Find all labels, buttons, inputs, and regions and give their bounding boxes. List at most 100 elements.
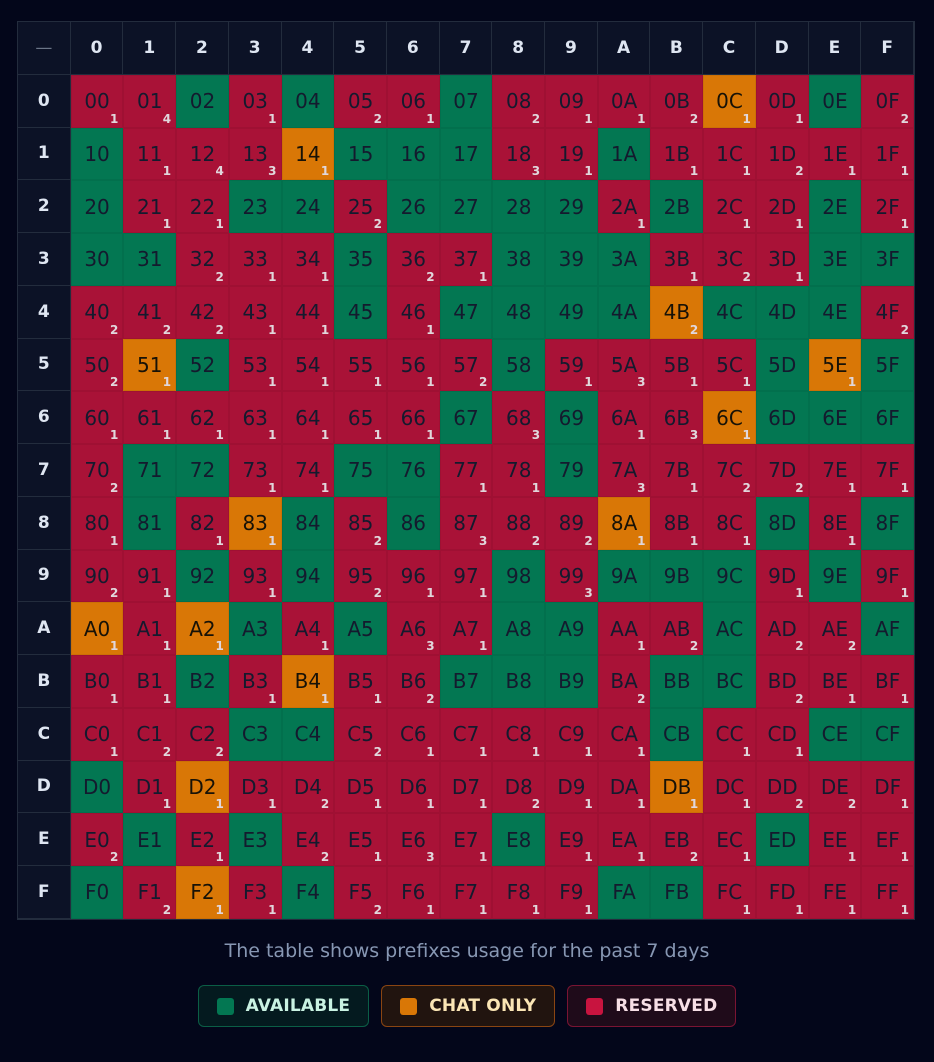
prefix-cell-e5[interactable]: E5 1 bbox=[334, 813, 387, 866]
prefix-cell-bf[interactable]: BF 1 bbox=[861, 655, 914, 708]
prefix-cell-80[interactable]: 80 1 bbox=[70, 496, 124, 550]
prefix-cell-2c[interactable]: 2C 1 bbox=[703, 180, 756, 233]
prefix-cell-37[interactable]: 37 1 bbox=[439, 233, 493, 286]
prefix-cell-27[interactable]: 27 bbox=[439, 180, 493, 233]
prefix-cell-de[interactable]: DE 2 bbox=[808, 760, 862, 814]
prefix-cell-d1[interactable]: D1 1 bbox=[123, 760, 177, 814]
prefix-cell-3e[interactable]: 3E bbox=[808, 233, 862, 286]
prefix-cell-a7[interactable]: A7 1 bbox=[439, 602, 493, 655]
prefix-cell-12[interactable]: 12 4 bbox=[176, 127, 229, 181]
prefix-cell-d3[interactable]: D3 1 bbox=[228, 760, 282, 814]
prefix-cell-08[interactable]: 08 2 bbox=[492, 74, 546, 128]
prefix-cell-d7[interactable]: D7 1 bbox=[439, 760, 493, 814]
prefix-cell-ef[interactable]: EF 1 bbox=[861, 813, 914, 866]
prefix-cell-5d[interactable]: 5D bbox=[755, 338, 809, 392]
prefix-cell-36[interactable]: 36 2 bbox=[386, 233, 440, 286]
prefix-cell-40[interactable]: 40 2 bbox=[70, 285, 124, 339]
prefix-cell-c1[interactable]: C1 2 bbox=[123, 707, 177, 761]
prefix-cell-43[interactable]: 43 1 bbox=[228, 285, 282, 339]
prefix-cell-dc[interactable]: DC 1 bbox=[703, 760, 756, 814]
prefix-cell-74[interactable]: 74 1 bbox=[281, 444, 335, 497]
prefix-cell-db[interactable]: DB 1 bbox=[650, 760, 704, 814]
prefix-cell-e1[interactable]: E1 bbox=[123, 813, 177, 866]
prefix-cell-cc[interactable]: CC 1 bbox=[703, 707, 756, 761]
prefix-cell-53[interactable]: 53 1 bbox=[228, 338, 282, 392]
prefix-cell-d8[interactable]: D8 2 bbox=[492, 760, 546, 814]
prefix-cell-f5[interactable]: F5 2 bbox=[334, 866, 387, 919]
prefix-cell-93[interactable]: 93 1 bbox=[228, 549, 282, 603]
prefix-cell-a8[interactable]: A8 bbox=[492, 602, 546, 655]
prefix-cell-ff[interactable]: FF 1 bbox=[861, 866, 914, 919]
prefix-cell-44[interactable]: 44 1 bbox=[281, 285, 335, 339]
prefix-cell-9a[interactable]: 9A bbox=[597, 549, 651, 603]
prefix-cell-29[interactable]: 29 bbox=[545, 180, 598, 233]
prefix-cell-85[interactable]: 85 2 bbox=[334, 496, 387, 550]
prefix-cell-6e[interactable]: 6E bbox=[808, 391, 862, 444]
prefix-cell-7d[interactable]: 7D 2 bbox=[755, 444, 809, 497]
prefix-cell-b7[interactable]: B7 bbox=[439, 655, 493, 708]
prefix-cell-01[interactable]: 01 4 bbox=[123, 74, 177, 128]
prefix-cell-d4[interactable]: D4 2 bbox=[281, 760, 335, 814]
prefix-cell-16[interactable]: 16 bbox=[386, 127, 440, 181]
prefix-cell-39[interactable]: 39 bbox=[545, 233, 598, 286]
prefix-cell-70[interactable]: 70 2 bbox=[70, 444, 124, 497]
prefix-cell-f0[interactable]: F0 bbox=[70, 866, 124, 919]
prefix-cell-7e[interactable]: 7E 1 bbox=[808, 444, 862, 497]
prefix-cell-ae[interactable]: AE 2 bbox=[808, 602, 862, 655]
prefix-cell-e9[interactable]: E9 1 bbox=[545, 813, 598, 866]
prefix-cell-a9[interactable]: A9 bbox=[545, 602, 598, 655]
prefix-cell-f9[interactable]: F9 1 bbox=[545, 866, 598, 919]
prefix-cell-02[interactable]: 02 bbox=[176, 74, 229, 128]
prefix-cell-7a[interactable]: 7A 3 bbox=[597, 444, 651, 497]
prefix-cell-0b[interactable]: 0B 2 bbox=[650, 74, 704, 128]
prefix-cell-6f[interactable]: 6F bbox=[861, 391, 914, 444]
prefix-cell-04[interactable]: 04 bbox=[281, 74, 335, 128]
prefix-cell-0f[interactable]: 0F 2 bbox=[861, 74, 914, 128]
prefix-cell-4b[interactable]: 4B 2 bbox=[650, 285, 704, 339]
prefix-cell-ee[interactable]: EE 1 bbox=[808, 813, 862, 866]
prefix-cell-9f[interactable]: 9F 1 bbox=[861, 549, 914, 603]
prefix-cell-26[interactable]: 26 bbox=[386, 180, 440, 233]
prefix-cell-97[interactable]: 97 1 bbox=[439, 549, 493, 603]
prefix-cell-42[interactable]: 42 2 bbox=[176, 285, 229, 339]
prefix-cell-0e[interactable]: 0E bbox=[808, 74, 862, 128]
prefix-cell-b5[interactable]: B5 1 bbox=[334, 655, 387, 708]
prefix-cell-06[interactable]: 06 1 bbox=[386, 74, 440, 128]
prefix-cell-6c[interactable]: 6C 1 bbox=[703, 391, 756, 444]
prefix-cell-23[interactable]: 23 bbox=[228, 180, 282, 233]
prefix-cell-41[interactable]: 41 2 bbox=[123, 285, 177, 339]
prefix-cell-4d[interactable]: 4D bbox=[755, 285, 809, 339]
prefix-cell-ca[interactable]: CA 1 bbox=[597, 707, 651, 761]
legend-chat-only-button[interactable]: CHAT ONLY bbox=[381, 985, 556, 1027]
prefix-cell-88[interactable]: 88 2 bbox=[492, 496, 546, 550]
prefix-cell-50[interactable]: 50 2 bbox=[70, 338, 124, 392]
prefix-cell-2d[interactable]: 2D 1 bbox=[755, 180, 809, 233]
prefix-cell-17[interactable]: 17 bbox=[439, 127, 493, 181]
prefix-cell-96[interactable]: 96 1 bbox=[386, 549, 440, 603]
prefix-cell-c8[interactable]: C8 1 bbox=[492, 707, 546, 761]
prefix-cell-98[interactable]: 98 bbox=[492, 549, 546, 603]
prefix-cell-cb[interactable]: CB bbox=[650, 707, 704, 761]
prefix-cell-6d[interactable]: 6D bbox=[755, 391, 809, 444]
prefix-cell-c9[interactable]: C9 1 bbox=[545, 707, 598, 761]
prefix-cell-14[interactable]: 14 1 bbox=[281, 127, 335, 181]
prefix-cell-f6[interactable]: F6 1 bbox=[386, 866, 440, 919]
prefix-cell-48[interactable]: 48 bbox=[492, 285, 546, 339]
prefix-cell-d5[interactable]: D5 1 bbox=[334, 760, 387, 814]
prefix-cell-1f[interactable]: 1F 1 bbox=[861, 127, 914, 181]
prefix-cell-0a[interactable]: 0A 1 bbox=[597, 74, 651, 128]
prefix-cell-5b[interactable]: 5B 1 bbox=[650, 338, 704, 392]
prefix-cell-1e[interactable]: 1E 1 bbox=[808, 127, 862, 181]
prefix-cell-64[interactable]: 64 1 bbox=[281, 391, 335, 444]
prefix-cell-a1[interactable]: A1 1 bbox=[123, 602, 177, 655]
prefix-cell-b6[interactable]: B6 2 bbox=[386, 655, 440, 708]
prefix-cell-6b[interactable]: 6B 3 bbox=[650, 391, 704, 444]
prefix-cell-da[interactable]: DA 1 bbox=[597, 760, 651, 814]
prefix-cell-f7[interactable]: F7 1 bbox=[439, 866, 493, 919]
legend-available-button[interactable]: AVAILABLE bbox=[197, 985, 370, 1027]
prefix-cell-0d[interactable]: 0D 1 bbox=[755, 74, 809, 128]
prefix-cell-c5[interactable]: C5 2 bbox=[334, 707, 387, 761]
prefix-cell-1b[interactable]: 1B 1 bbox=[650, 127, 704, 181]
prefix-cell-3c[interactable]: 3C 2 bbox=[703, 233, 756, 286]
prefix-cell-2f[interactable]: 2F 1 bbox=[861, 180, 914, 233]
